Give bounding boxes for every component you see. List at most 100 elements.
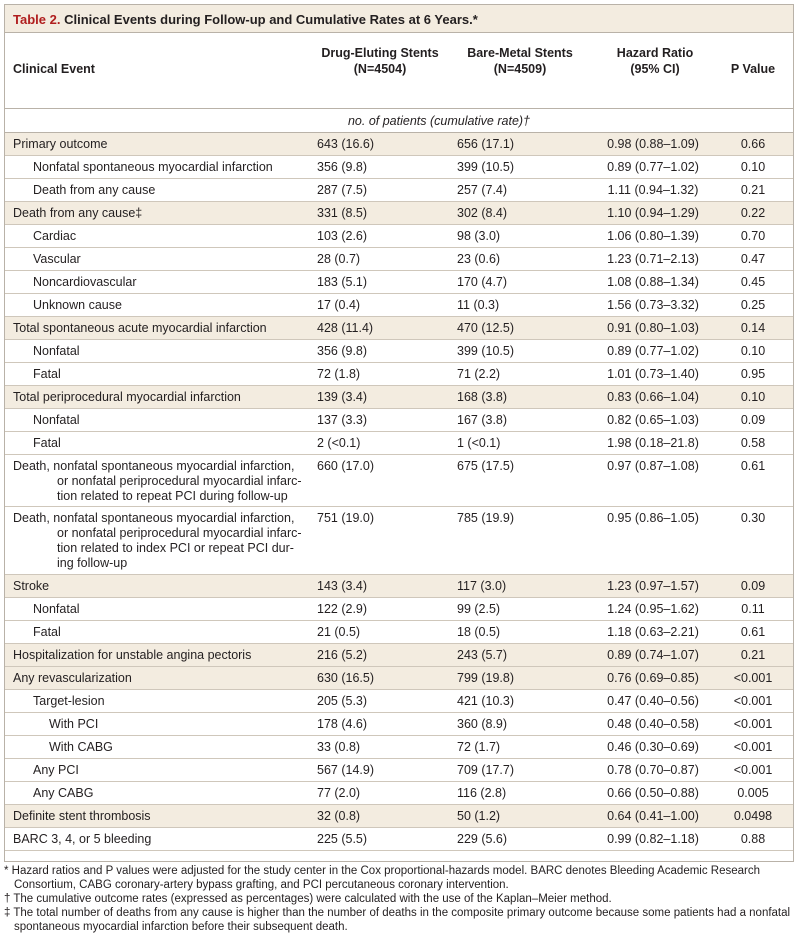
cell-hazard-ratio: 0.78 (0.70–0.87)	[607, 763, 699, 777]
table-body: Primary outcome 643 (16.6) 656 (17.1) 0.98 …	[5, 133, 793, 851]
table-row: With CABG 33 (0.8) 72 (1.7) 0.46 (0.30–0.69…	[5, 736, 793, 759]
cell-clinical-event: Total periprocedural myocardial infarcti…	[13, 390, 311, 405]
cell-hazard-ratio: 0.89 (0.74–1.07)	[607, 648, 699, 662]
cell-bare-metal: 18 (0.5)	[457, 625, 501, 639]
table-row: Total spontaneous acute myocardial infar…	[5, 317, 793, 340]
table-row: Fatal 72 (1.8) 71 (2.2) 1.01 (0.73–1.40) 0.9…	[5, 363, 793, 386]
cell-hazard-ratio: 1.23 (0.71–2.13)	[607, 252, 699, 266]
cell-bare-metal: 302 (8.4)	[457, 206, 508, 220]
table-title-bar: Table 2. Clinical Events during Follow-u…	[5, 5, 793, 33]
cell-drug-eluting: 33 (0.8)	[317, 740, 361, 754]
event-label: Death, nonfatal spontaneous myocardial i…	[13, 459, 295, 473]
footnote-dagger: † The cumulative outcome rates (expresse…	[4, 893, 612, 905]
cell-clinical-event: Hospitalization for unstable angina pect…	[13, 648, 311, 663]
header-hr-line1: Hazard Ratio	[616, 46, 694, 60]
cell-p-value: 0.66	[740, 137, 766, 151]
event-label: Unknown cause	[33, 298, 122, 312]
cell-bare-metal: 72 (1.7)	[457, 740, 501, 754]
table-row: Fatal 21 (0.5) 18 (0.5) 1.18 (0.63–2.21) 0.6…	[5, 621, 793, 644]
event-label: With PCI	[49, 717, 99, 731]
cell-p-value: 0.95	[740, 367, 766, 381]
cell-drug-eluting: 331 (8.5)	[317, 206, 368, 220]
cell-hazard-ratio: 1.98 (0.18–21.8)	[607, 436, 699, 450]
cell-p-value: 0.10	[740, 160, 766, 174]
cell-clinical-event: Noncardiovascular	[33, 275, 331, 290]
cell-bare-metal: 470 (12.5)	[457, 321, 514, 335]
header-hr-line2: (95% CI)	[630, 62, 680, 76]
cell-clinical-event: With CABG	[49, 740, 347, 755]
cell-p-value: 0.61	[740, 625, 766, 639]
units-subheader: no. of patients (cumulative rate)†	[5, 109, 793, 133]
cell-bare-metal: 399 (10.5)	[457, 160, 514, 174]
header-hazard-ratio: Hazard Ratio (95% CI)	[595, 45, 715, 77]
cell-drug-eluting: 751 (19.0)	[317, 511, 374, 525]
cell-clinical-event: Death, nonfatal spontaneous myocardial i…	[13, 511, 311, 571]
cell-bare-metal: 11 (0.3)	[457, 298, 500, 312]
cell-drug-eluting: 21 (0.5)	[317, 625, 361, 639]
cell-drug-eluting: 139 (3.4)	[317, 390, 368, 404]
table-row: Unknown cause 17 (0.4) 11 (0.3) 1.56 (0.73–…	[5, 294, 793, 317]
cell-drug-eluting: 2 (<0.1)	[317, 436, 361, 450]
header-des-line1: Drug-Eluting Stents	[321, 46, 439, 60]
cell-drug-eluting: 72 (1.8)	[317, 367, 361, 381]
event-label: Total periprocedural myocardial infarcti…	[13, 390, 241, 404]
cell-p-value: 0.70	[740, 229, 766, 243]
table-frame: Table 2. Clinical Events during Follow-u…	[4, 4, 794, 862]
cell-clinical-event: Death, nonfatal spontaneous myocardial i…	[13, 459, 311, 504]
cell-hazard-ratio: 0.97 (0.87–1.08)	[607, 459, 699, 473]
cell-p-value: 0.09	[740, 579, 766, 593]
table-row: Death, nonfatal spontaneous myocardial i…	[5, 507, 793, 575]
cell-drug-eluting: 225 (5.5)	[317, 832, 368, 846]
event-label: Nonfatal	[33, 344, 80, 358]
event-label: Definite stent thrombosis	[13, 809, 151, 823]
event-label: Death, nonfatal spontaneous myocardial i…	[13, 511, 295, 525]
cell-clinical-event: Any revascularization	[13, 671, 311, 686]
table-header: Clinical Event Drug-Eluting Stents (N=45…	[5, 33, 793, 109]
cell-clinical-event: Death from any cause	[33, 183, 331, 198]
event-label: With CABG	[49, 740, 113, 754]
table-row: Target-lesion 205 (5.3) 421 (10.3) 0.47 (0.…	[5, 690, 793, 713]
cell-p-value: 0.10	[740, 344, 766, 358]
table-row: BARC 3, 4, or 5 bleeding 225 (5.5) 229 (5.…	[5, 828, 793, 851]
event-label: Hospitalization for unstable angina pect…	[13, 648, 252, 662]
cell-p-value: 0.58	[740, 436, 766, 450]
cell-hazard-ratio: 1.10 (0.94–1.29)	[607, 206, 699, 220]
table-row: Definite stent thrombosis 32 (0.8) 50 (1.2…	[5, 805, 793, 828]
event-label: Nonfatal	[33, 413, 80, 427]
cell-bare-metal: 167 (3.8)	[457, 413, 508, 427]
cell-p-value: 0.21	[740, 183, 766, 197]
cell-hazard-ratio: 1.18 (0.63–2.21)	[607, 625, 699, 639]
cell-drug-eluting: 137 (3.3)	[317, 413, 368, 427]
event-label: Any CABG	[33, 786, 94, 800]
cell-hazard-ratio: 0.66 (0.50–0.88)	[607, 786, 699, 800]
cell-bare-metal: 656 (17.1)	[457, 137, 514, 151]
event-label: Cardiac	[33, 229, 77, 243]
cell-bare-metal: 23 (0.6)	[457, 252, 501, 266]
event-label: Any PCI	[33, 763, 79, 777]
cell-bare-metal: 799 (19.8)	[457, 671, 514, 685]
footnote-asterisk: * Hazard ratios and P values were adjust…	[4, 865, 761, 891]
cell-clinical-event: With PCI	[49, 717, 347, 732]
cell-drug-eluting: 643 (16.6)	[317, 137, 374, 151]
cell-hazard-ratio: 0.76 (0.69–0.85)	[607, 671, 699, 685]
cell-bare-metal: 98 (3.0)	[457, 229, 501, 243]
cell-hazard-ratio: 0.46 (0.30–0.69)	[607, 740, 699, 754]
cell-bare-metal: 360 (8.9)	[457, 717, 508, 731]
cell-drug-eluting: 103 (2.6)	[317, 229, 368, 243]
header-des-line2: (N=4504)	[353, 62, 407, 76]
event-label: Fatal	[33, 436, 61, 450]
table-row: Death from any cause‡ 331 (8.5) 302 (8.4) 1…	[5, 202, 793, 225]
header-clinical-event: Clinical Event	[13, 62, 95, 76]
cell-hazard-ratio: 1.08 (0.88–1.34)	[607, 275, 699, 289]
cell-bare-metal: 675 (17.5)	[457, 459, 514, 473]
cell-hazard-ratio: 0.64 (0.41–1.00)	[607, 809, 699, 823]
cell-clinical-event: Fatal	[33, 625, 331, 640]
cell-p-value: 0.005	[737, 786, 769, 800]
event-label: Nonfatal spontaneous myocardial infarcti…	[33, 160, 273, 174]
cell-bare-metal: 421 (10.3)	[457, 694, 514, 708]
cell-hazard-ratio: 1.06 (0.80–1.39)	[607, 229, 699, 243]
cell-bare-metal: 785 (19.9)	[457, 511, 514, 525]
cell-drug-eluting: 356 (9.8)	[317, 160, 368, 174]
cell-bare-metal: 99 (2.5)	[457, 602, 501, 616]
event-label: Vascular	[33, 252, 81, 266]
